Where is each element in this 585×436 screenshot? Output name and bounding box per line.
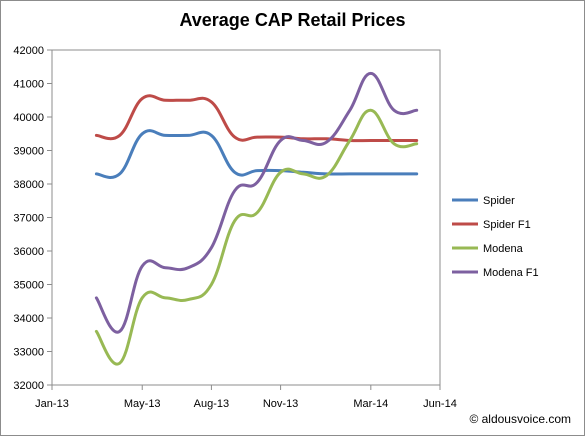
series-line-modena bbox=[94, 108, 419, 366]
x-tick-label: Jun-14 bbox=[423, 398, 457, 410]
x-tick-label: May-13 bbox=[124, 398, 161, 410]
legend-label-modena-f1: Modena F1 bbox=[483, 267, 539, 279]
series-line-spider bbox=[94, 129, 419, 179]
x-tick-label: Jan-13 bbox=[35, 398, 69, 410]
y-tick-label: 41000 bbox=[13, 79, 44, 91]
y-tick-label: 32000 bbox=[13, 380, 44, 392]
x-tick-label: Mar-14 bbox=[353, 398, 388, 410]
watermark: © aldousvoice.com bbox=[469, 412, 571, 426]
y-tick-label: 37000 bbox=[13, 213, 44, 225]
y-tick-label: 33000 bbox=[13, 347, 44, 359]
y-tick-label: 39000 bbox=[13, 146, 44, 158]
chart-title: Average CAP Retail Prices bbox=[179, 10, 406, 30]
y-tick-label: 42000 bbox=[13, 45, 44, 57]
x-tick-label: Aug-13 bbox=[194, 398, 229, 410]
y-tick-label: 36000 bbox=[13, 246, 44, 258]
y-tick-label: 34000 bbox=[13, 313, 44, 325]
x-tick-label: Nov-13 bbox=[263, 398, 298, 410]
y-tick-label: 40000 bbox=[13, 112, 44, 124]
legend-label-modena: Modena bbox=[483, 243, 524, 255]
series-line-spider-f1 bbox=[94, 94, 419, 143]
series-line-modena-f1 bbox=[94, 71, 419, 334]
plot-area bbox=[51, 49, 441, 386]
legend-label-spider: Spider bbox=[483, 195, 515, 207]
y-tick-label: 38000 bbox=[13, 179, 44, 191]
legend-label-spider-f1: Spider F1 bbox=[483, 219, 531, 231]
y-tick-label: 35000 bbox=[13, 280, 44, 292]
